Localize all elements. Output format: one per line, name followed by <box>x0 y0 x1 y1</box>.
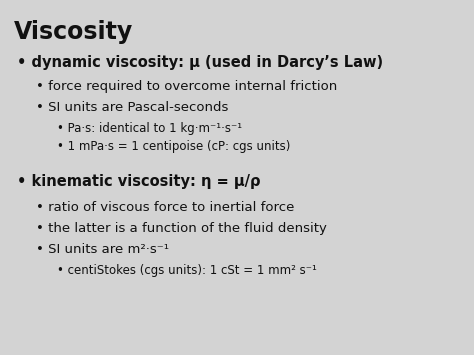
Text: Viscosity: Viscosity <box>14 20 134 44</box>
Text: • force required to overcome internal friction: • force required to overcome internal fr… <box>36 80 337 93</box>
Text: • 1 mPa·s = 1 centipoise (cP: cgs units): • 1 mPa·s = 1 centipoise (cP: cgs units) <box>57 140 290 153</box>
Text: • ratio of viscous force to inertial force: • ratio of viscous force to inertial for… <box>36 201 294 214</box>
Text: • the latter is a function of the fluid density: • the latter is a function of the fluid … <box>36 222 331 235</box>
Text: • Pa·s: identical to 1 kg·m⁻¹·s⁻¹: • Pa·s: identical to 1 kg·m⁻¹·s⁻¹ <box>57 122 242 136</box>
Text: • SI units are Pascal-seconds: • SI units are Pascal-seconds <box>36 101 228 114</box>
Text: • dynamic viscosity: μ (used in Darcy’s Law): • dynamic viscosity: μ (used in Darcy’s … <box>17 55 383 70</box>
Text: • kinematic viscosity: η = μ/ρ: • kinematic viscosity: η = μ/ρ <box>17 174 260 189</box>
Text: • SI units are m²·s⁻¹: • SI units are m²·s⁻¹ <box>36 243 169 256</box>
Text: • centiStokes (cgs units): 1 cSt = 1 mm² s⁻¹: • centiStokes (cgs units): 1 cSt = 1 mm²… <box>57 264 317 278</box>
